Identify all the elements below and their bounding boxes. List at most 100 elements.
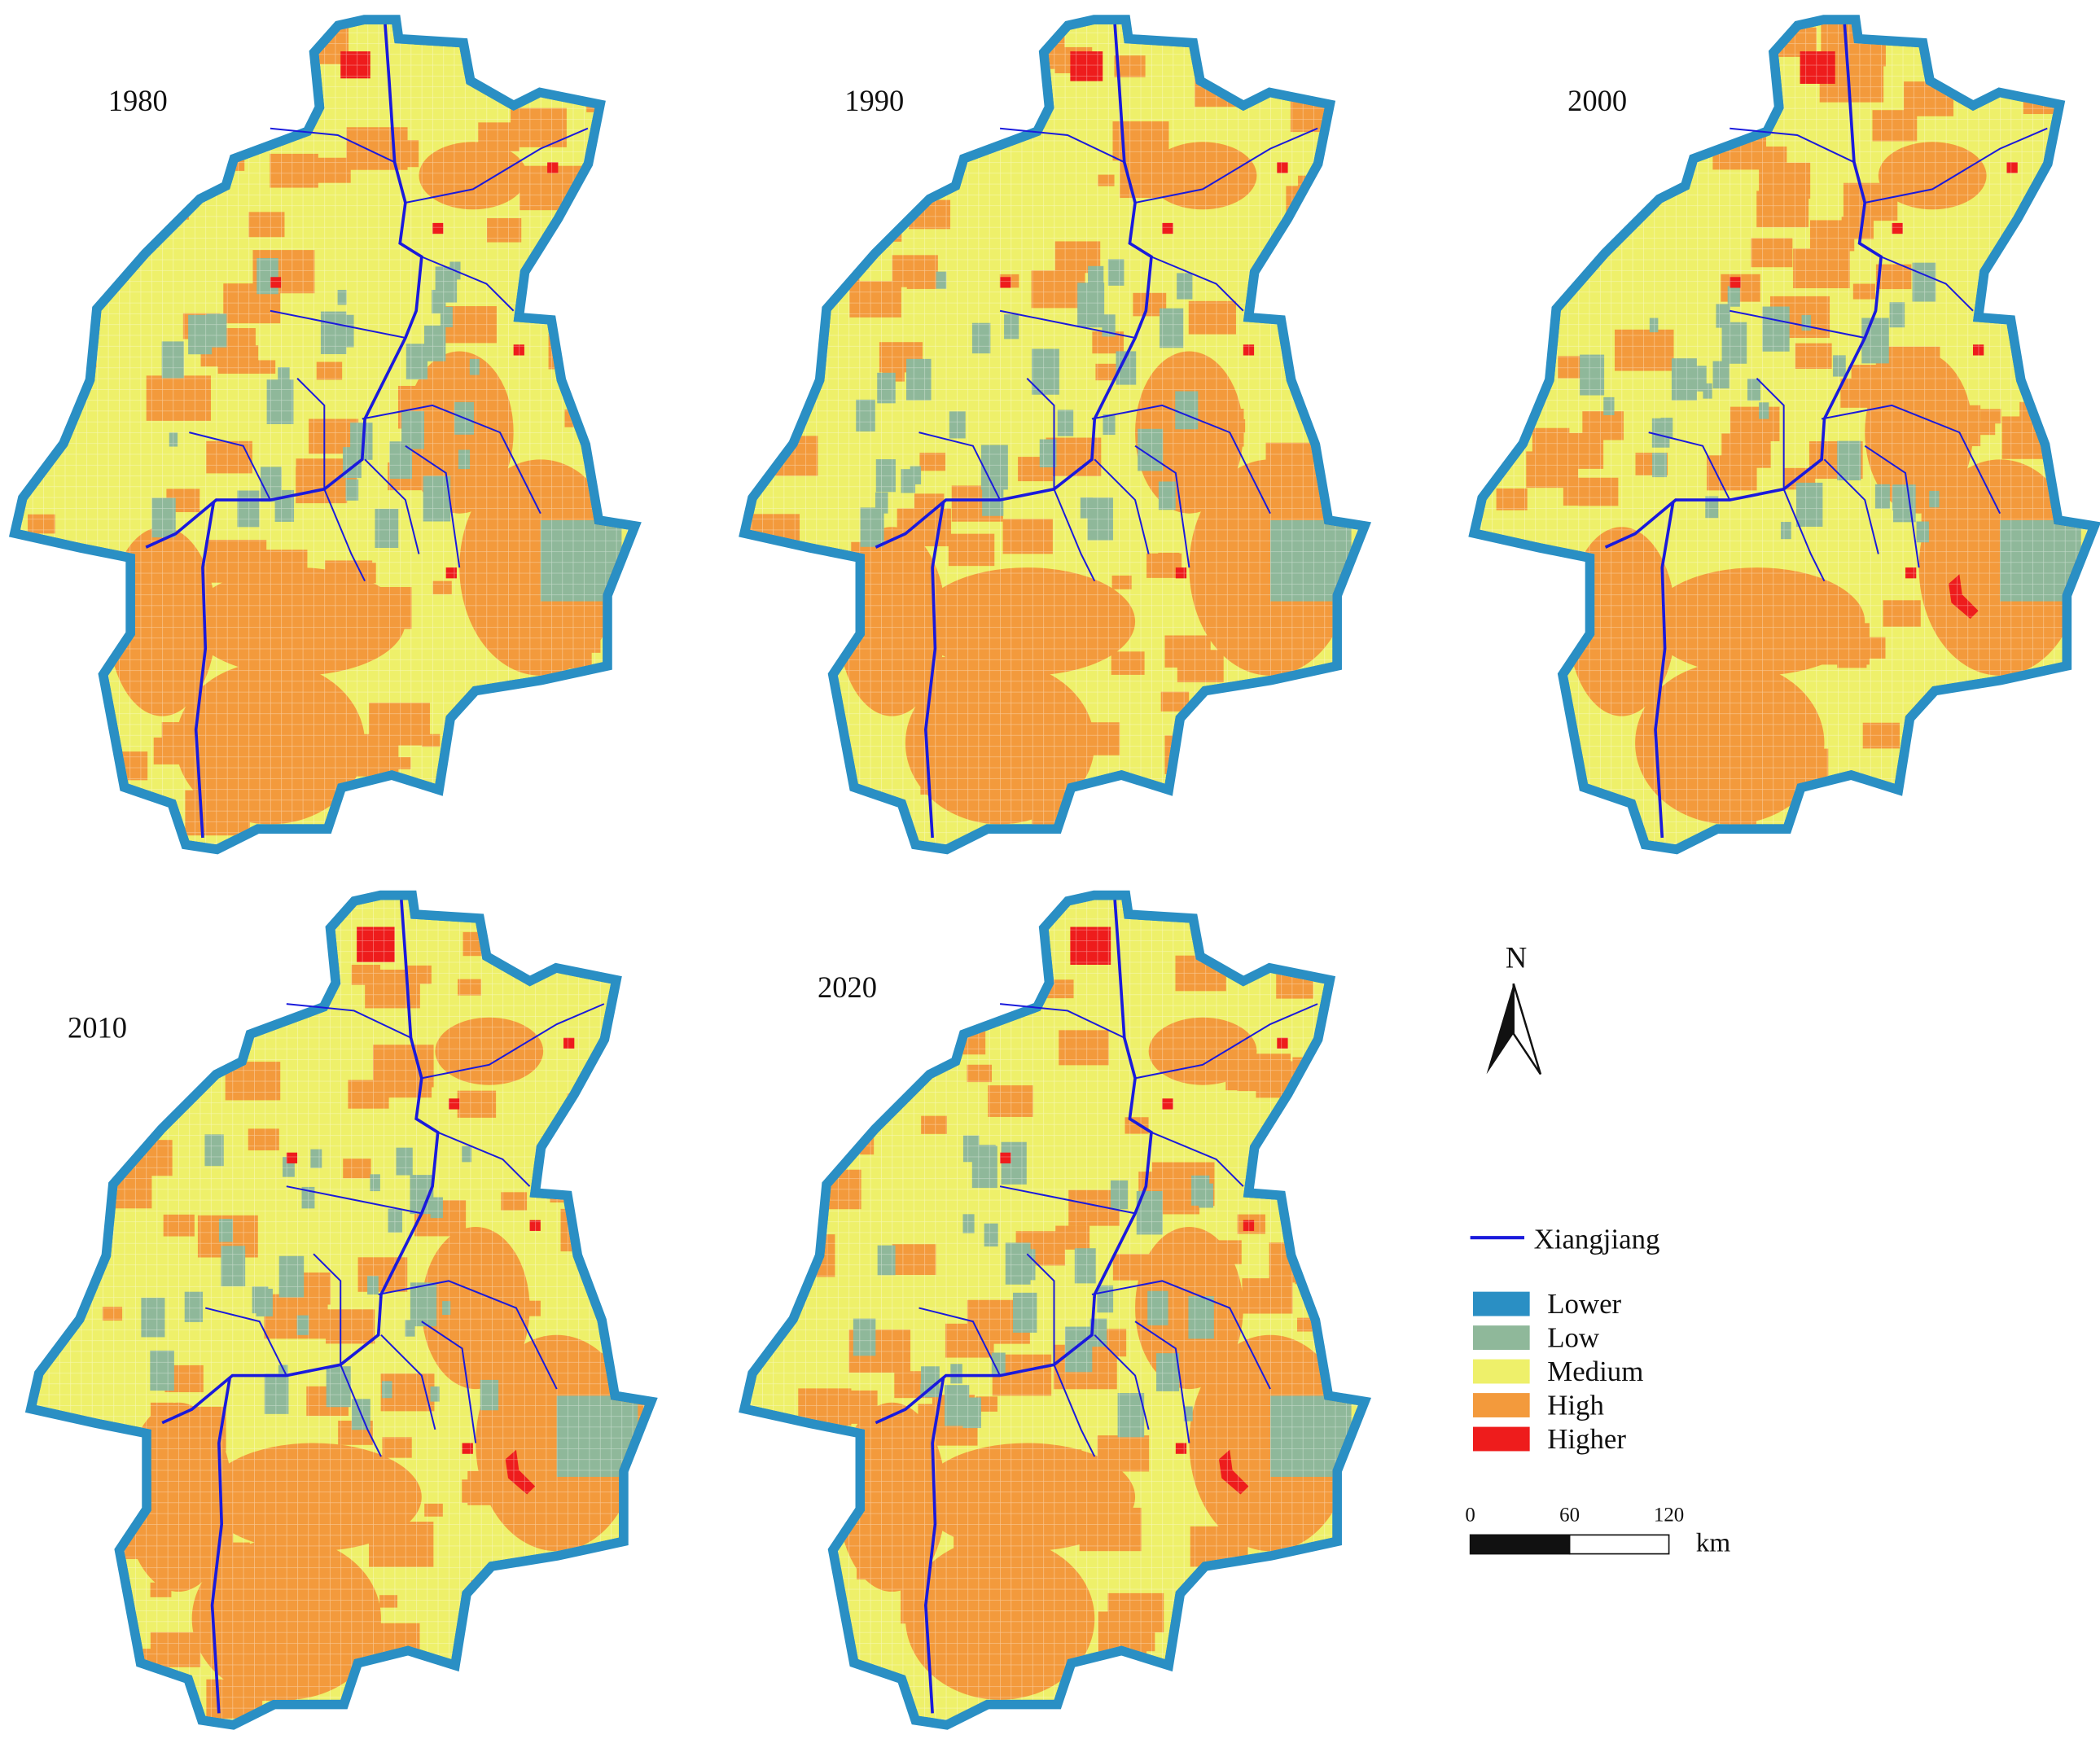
legend-swatch [1472, 1291, 1530, 1316]
high-patch [586, 1634, 635, 1668]
high-patch [753, 1456, 817, 1500]
river [145, 24, 423, 549]
river [189, 431, 271, 501]
high-patch [1277, 276, 1309, 298]
high-patch [1498, 142, 1548, 177]
high-patch [1480, 286, 1532, 330]
high-patch [1151, 792, 1173, 808]
high-patch [1661, 64, 1710, 99]
river [1134, 1321, 1190, 1443]
river [1134, 445, 1190, 568]
river [1730, 127, 1855, 164]
river [286, 1003, 411, 1039]
river [405, 445, 461, 568]
year-label: 1990 [844, 84, 904, 117]
high-patch [1561, 148, 1602, 177]
river [1782, 488, 1826, 582]
high-patch [255, 924, 305, 959]
river [205, 1307, 287, 1376]
year-label: 1980 [108, 84, 168, 117]
high-patch [2029, 347, 2079, 382]
high-patch [135, 1084, 164, 1105]
high-patch [1498, 550, 1555, 589]
river [918, 431, 1001, 501]
high-patch [130, 1025, 187, 1066]
high-patch [885, 45, 934, 79]
river [1026, 378, 1055, 489]
scale-tick-label: 120 [1654, 1505, 1684, 1527]
legend-label: Lower [1547, 1288, 1621, 1320]
high-patch [97, 1462, 139, 1492]
grid-overlay [1480, 24, 2089, 845]
high-patch [91, 182, 142, 217]
legend-swatch [1472, 1393, 1530, 1417]
high-patch [210, 37, 228, 50]
high-patch [1930, 786, 1993, 830]
river [194, 502, 216, 839]
high-patch [36, 228, 57, 243]
river [875, 24, 1153, 549]
legend-label: High [1547, 1390, 1604, 1421]
high-patch [65, 1084, 114, 1119]
legend-swatch [1472, 1426, 1530, 1452]
high-patch [784, 775, 826, 805]
river [1134, 1003, 1318, 1080]
high-patch [91, 752, 115, 769]
high-patch [560, 1647, 620, 1689]
map-panel [739, 15, 1372, 855]
high-patch [866, 1032, 901, 1057]
river [1053, 1364, 1096, 1457]
river [923, 502, 945, 839]
river [1094, 458, 1150, 554]
river [313, 1253, 342, 1365]
year-label: 2010 [68, 1011, 127, 1045]
high-patch [2052, 344, 2083, 366]
map-panel [24, 890, 658, 1730]
river [378, 1280, 558, 1390]
river [270, 127, 396, 164]
high-patch [1018, 86, 1037, 100]
high-patch [1167, 798, 1230, 843]
river [405, 127, 589, 204]
river [1865, 127, 2048, 204]
high-patch [1197, 710, 1252, 749]
region-fill [1480, 24, 2089, 845]
high-patch [1320, 68, 1345, 85]
high-patch [55, 626, 112, 666]
high-patch [774, 939, 798, 956]
map-panel [8, 15, 642, 855]
north-arrow [1512, 983, 1542, 1075]
high-patch [912, 55, 967, 93]
high-patch [226, 941, 277, 977]
high-patch [807, 1492, 835, 1513]
high-patch [1497, 751, 1539, 782]
high-patch [51, 140, 72, 155]
high-patch [758, 638, 811, 676]
high-patch [558, 42, 612, 80]
high-patch [1929, 809, 1959, 830]
river [1134, 127, 1318, 204]
high-patch [1317, 290, 1349, 313]
river [1091, 1280, 1271, 1390]
river [340, 1364, 382, 1457]
river [999, 1003, 1125, 1039]
river [1880, 256, 1974, 312]
river [296, 378, 326, 489]
high-patch [790, 1013, 837, 1046]
map-panel [1468, 15, 2100, 855]
high-patch [50, 1610, 75, 1627]
high-patch [247, 931, 266, 944]
high-patch [167, 1068, 187, 1083]
year-label: 2000 [1567, 84, 1627, 117]
high-patch [879, 1014, 918, 1042]
high-patch [764, 308, 786, 324]
scale-tick-label: 0 [1465, 1505, 1475, 1527]
high-patch [1556, 52, 1598, 81]
high-patch [471, 1580, 536, 1626]
high-patch [862, 929, 890, 948]
high-patch [535, 736, 585, 771]
high-patch [64, 1245, 84, 1260]
high-patch [1296, 1675, 1345, 1711]
high-patch [750, 123, 807, 164]
